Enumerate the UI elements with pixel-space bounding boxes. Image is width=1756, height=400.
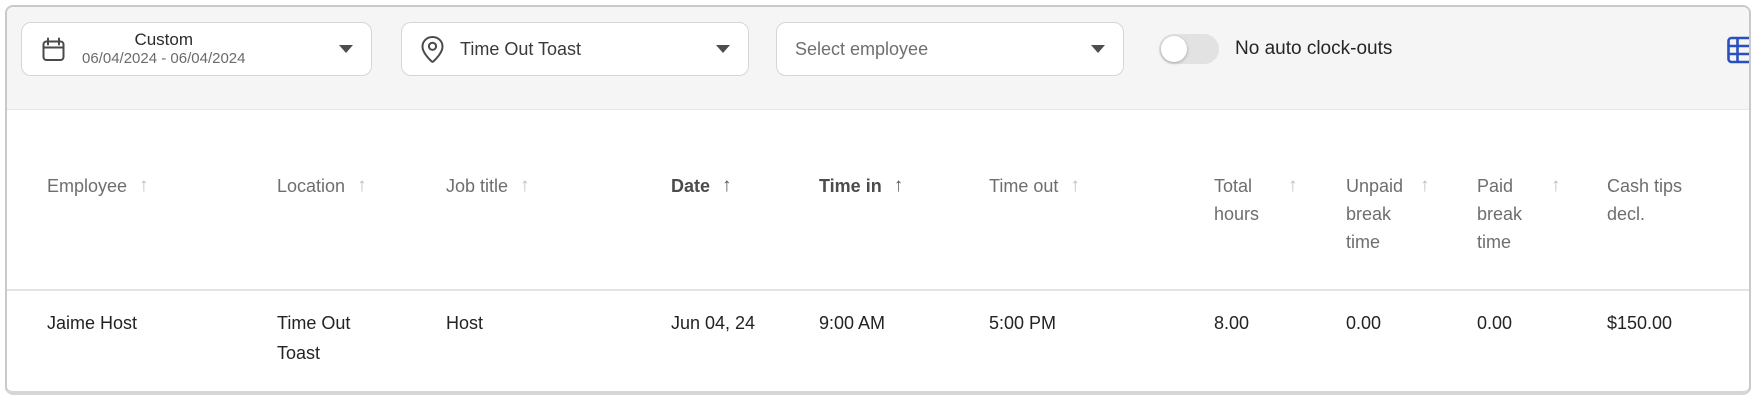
- cell-location: Time Out Toast: [277, 313, 351, 363]
- column-label: Job title: [446, 176, 509, 196]
- cell-paid-break: 0.00: [1477, 313, 1513, 333]
- no-auto-clockouts-toggle[interactable]: [1159, 34, 1219, 64]
- table-columns-icon: [1727, 35, 1749, 65]
- cell-time-out: 5:00 PM: [989, 313, 1057, 333]
- column-label: Total hours: [1214, 176, 1260, 224]
- sort-ascending-icon: ↑: [1288, 175, 1298, 196]
- cell-employee: Jaime Host: [47, 313, 138, 333]
- sort-ascending-icon: ↑: [139, 175, 149, 196]
- sort-ascending-icon: ↑: [1420, 175, 1430, 196]
- cell-job-title: Host: [446, 313, 484, 333]
- filter-bar: Custom 06/04/2024 - 06/04/2024 Time Out …: [7, 7, 1749, 110]
- toggle-knob: [1161, 36, 1187, 62]
- column-label: Time in: [819, 176, 882, 196]
- column-header-time-out[interactable]: Time out ↑: [989, 172, 1214, 256]
- column-header-date[interactable]: Date ↑: [671, 172, 819, 256]
- chevron-down-icon: [339, 45, 353, 53]
- no-auto-clockouts-label: No auto clock-outs: [1235, 38, 1393, 59]
- table-header-row: Employee ↑ Location ↑ Job title ↑ Date ↑…: [7, 110, 1749, 289]
- sort-ascending-icon: ↑: [893, 175, 904, 196]
- column-header-paid-break-time[interactable]: Paid break time ↑: [1477, 172, 1607, 256]
- column-label: Location: [277, 176, 346, 196]
- chevron-down-icon: [716, 45, 730, 53]
- sort-ascending-icon: ↑: [520, 175, 530, 196]
- column-header-cash-tips-declared[interactable]: Cash tips decl.: [1607, 172, 1749, 256]
- column-label: Date: [671, 176, 711, 196]
- column-header-time-in[interactable]: Time in ↑: [819, 172, 989, 256]
- column-label: Paid break time: [1477, 176, 1523, 252]
- column-label: Time out: [989, 176, 1059, 196]
- edit-table-columns-button[interactable]: [1727, 35, 1749, 65]
- sort-ascending-icon: ↑: [1070, 175, 1080, 196]
- location-value: Time Out Toast: [460, 38, 582, 59]
- employee-placeholder: Select employee: [795, 38, 929, 59]
- date-range-label: Custom: [134, 30, 194, 49]
- chevron-down-icon: [1091, 45, 1105, 53]
- column-header-total-hours[interactable]: Total hours ↑: [1214, 172, 1346, 256]
- cell-unpaid-break: 0.00: [1346, 313, 1382, 333]
- sort-ascending-icon: ↑: [357, 175, 367, 196]
- column-header-job-title[interactable]: Job title ↑: [446, 172, 671, 256]
- sort-ascending-icon: ↑: [722, 175, 732, 196]
- employee-dropdown[interactable]: Select employee: [776, 22, 1124, 76]
- column-header-unpaid-break-time[interactable]: Unpaid break time ↑: [1346, 172, 1477, 256]
- calendar-icon: [40, 36, 67, 63]
- column-label: Unpaid break time: [1346, 176, 1404, 252]
- column-label: Cash tips decl.: [1607, 176, 1683, 224]
- sort-ascending-icon: ↑: [1551, 175, 1561, 196]
- timesheet-panel: Custom 06/04/2024 - 06/04/2024 Time Out …: [5, 5, 1751, 395]
- cell-time-in: 9:00 AM: [819, 313, 886, 333]
- location-pin-icon: [420, 35, 445, 64]
- cell-total-hours: 8.00: [1214, 313, 1250, 333]
- time-entry-row[interactable]: Jaime Host Time Out Toast Host Jun 04, 2…: [7, 289, 1749, 382]
- date-range-text: Custom 06/04/2024 - 06/04/2024: [82, 29, 245, 69]
- column-header-employee[interactable]: Employee ↑: [47, 172, 277, 256]
- column-header-location[interactable]: Location ↑: [277, 172, 446, 256]
- date-range-dropdown[interactable]: Custom 06/04/2024 - 06/04/2024: [21, 22, 372, 76]
- cell-cash-tips: $150.00: [1607, 313, 1673, 333]
- date-range-value: 06/04/2024 - 06/04/2024: [82, 50, 246, 68]
- location-dropdown[interactable]: Time Out Toast: [401, 22, 749, 76]
- cell-date: Jun 04, 24: [671, 313, 756, 333]
- column-label: Employee: [47, 176, 128, 196]
